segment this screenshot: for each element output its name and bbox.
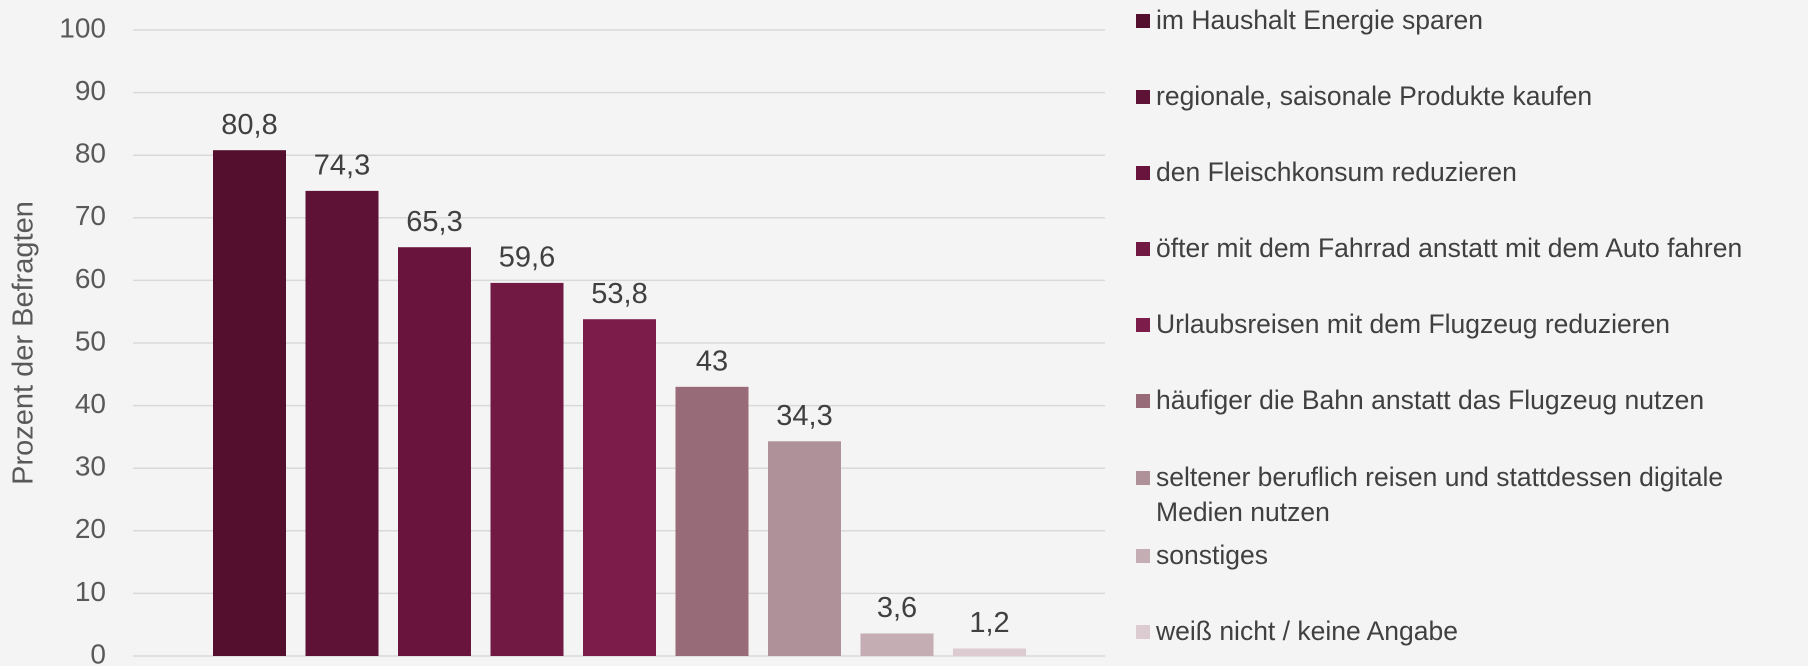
- bar: [953, 648, 1026, 656]
- bar: [213, 150, 286, 656]
- y-tick-label: 20: [75, 513, 106, 544]
- bar: [860, 633, 934, 656]
- plot: Prozent der Befragten 0 10 20 30 40 50 60 70 80 9…: [8, 12, 1105, 666]
- y-tick-label: 10: [75, 576, 106, 607]
- legend-item: im Haushalt Energie sparen: [1136, 3, 1804, 38]
- legend-swatch: [1136, 14, 1150, 28]
- legend-label: öfter mit dem Fahrrad anstatt mit dem Au…: [1156, 233, 1743, 263]
- y-tick-label: 30: [75, 451, 106, 482]
- bar: [398, 247, 471, 657]
- legend-item: Urlaubsreisen mit dem Flugzeug reduziere…: [1136, 307, 1804, 342]
- bar: [675, 386, 749, 656]
- legend-label: sonstiges: [1156, 540, 1268, 570]
- legend-swatch: [1136, 625, 1150, 639]
- data-label: 65,3: [406, 206, 462, 238]
- legend-label: regionale, saisonale Produkte kaufen: [1156, 81, 1593, 111]
- y-tick-label: 100: [59, 12, 106, 43]
- bar: [583, 319, 656, 656]
- legend-item: weiß nicht / keine Angabe: [1136, 614, 1804, 649]
- bar: [305, 190, 379, 656]
- data-label: 43: [696, 345, 728, 377]
- legend-label: häufiger die Bahn anstatt das Flugzeug n…: [1156, 385, 1705, 415]
- legend-label: weiß nicht / keine Angabe: [1156, 616, 1458, 646]
- bar: [768, 441, 841, 656]
- y-axis-label: Prozent der Befragten: [8, 201, 40, 485]
- legend-swatch: [1136, 394, 1150, 408]
- y-tick-label: 50: [75, 325, 106, 356]
- y-tick-label: 0: [90, 638, 106, 666]
- data-label: 59,6: [499, 242, 555, 274]
- legend-swatch: [1136, 166, 1150, 180]
- legend-swatch: [1136, 549, 1150, 563]
- y-tick-label: 80: [75, 138, 106, 169]
- data-label: 80,8: [221, 109, 277, 141]
- data-label: 34,3: [776, 400, 832, 432]
- legend-item: den Fleischkonsum reduzieren: [1136, 155, 1804, 190]
- y-tick-label: 90: [75, 75, 106, 106]
- legend-label: seltener beruflich reisen und stattdesse…: [1156, 462, 1724, 527]
- data-label: 74,3: [314, 150, 370, 182]
- legend-label: Urlaubsreisen mit dem Flugzeug reduziere…: [1156, 309, 1671, 339]
- legend-item: öfter mit dem Fahrrad anstatt mit dem Au…: [1136, 231, 1804, 266]
- legend-swatch: [1136, 318, 1150, 332]
- y-tick-label: 70: [75, 200, 106, 231]
- legend-item: seltener beruflich reisen und stattdesse…: [1136, 460, 1804, 530]
- data-label: 3,6: [877, 592, 917, 624]
- data-label: 53,8: [591, 278, 647, 310]
- data-label: 1,2: [969, 607, 1009, 639]
- legend-item: sonstiges: [1136, 538, 1804, 573]
- legend-swatch: [1136, 242, 1150, 256]
- legend-swatch: [1136, 471, 1150, 485]
- y-tick-label: 60: [75, 263, 106, 294]
- legend-label: den Fleischkonsum reduzieren: [1156, 157, 1517, 187]
- legend-label: im Haushalt Energie sparen: [1156, 5, 1484, 35]
- legend-item: häufiger die Bahn anstatt das Flugzeug n…: [1136, 383, 1804, 418]
- legend-swatch: [1136, 90, 1150, 104]
- y-tick-label: 40: [75, 388, 106, 419]
- bar: [490, 282, 564, 656]
- legend-item: regionale, saisonale Produkte kaufen: [1136, 79, 1804, 114]
